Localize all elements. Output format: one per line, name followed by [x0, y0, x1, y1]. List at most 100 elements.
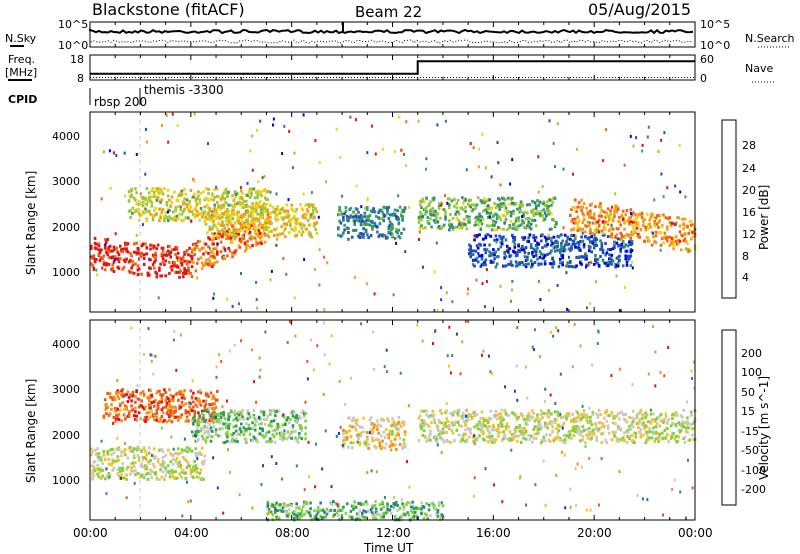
heatmap-cell	[537, 279, 540, 283]
heatmap-cell	[629, 254, 633, 258]
heatmap-cell	[97, 452, 101, 456]
heatmap-cell	[386, 510, 389, 513]
heatmap-cell	[638, 418, 641, 422]
heatmap-cell	[620, 410, 624, 414]
heatmap-cell	[473, 238, 476, 242]
heatmap-cell	[448, 197, 451, 201]
heatmap-cell	[120, 450, 123, 454]
heatmap-cell	[429, 200, 432, 204]
heatmap-cell	[302, 113, 305, 117]
heatmap-cell	[211, 412, 214, 416]
heatmap-cell	[572, 172, 574, 176]
heatmap-cell	[180, 476, 184, 480]
heatmap-cell	[239, 186, 242, 190]
heatmap-cell	[497, 247, 500, 251]
heatmap-cell	[374, 507, 378, 511]
heatmap-cell	[179, 466, 183, 470]
heatmap-cell	[489, 216, 493, 220]
heatmap-cell	[358, 509, 362, 513]
heatmap-cell	[686, 420, 689, 424]
heatmap-cell	[584, 441, 587, 444]
heatmap-cell	[208, 259, 212, 263]
heatmap-cell	[266, 216, 270, 220]
heatmap-cell	[208, 225, 212, 229]
heatmap-cell	[171, 399, 175, 403]
heatmap-cell	[131, 461, 135, 465]
heatmap-cell	[184, 476, 188, 480]
heatmap-cell	[624, 412, 627, 416]
heatmap-cell	[493, 223, 496, 227]
heatmap-cell	[521, 414, 524, 418]
heatmap-cell	[217, 222, 220, 226]
heatmap-cell	[111, 447, 114, 451]
heatmap-cell	[478, 254, 481, 258]
heatmap-cell	[505, 212, 509, 216]
heatmap-cell	[282, 257, 285, 260]
heatmap-cell	[209, 218, 213, 222]
heatmap-cell	[101, 266, 104, 270]
heatmap-cell	[298, 435, 301, 439]
heatmap-cell	[169, 251, 172, 254]
heatmap-cell	[345, 430, 349, 434]
heatmap-cell	[654, 230, 658, 234]
heatmap-cell	[608, 413, 611, 417]
heatmap-cell	[177, 415, 180, 419]
heatmap-cell	[496, 141, 499, 144]
heatmap-cell	[466, 416, 470, 420]
heatmap-cell	[227, 418, 230, 422]
heatmap-cell	[130, 193, 133, 197]
heatmap-cell	[107, 249, 111, 253]
heatmap-cell	[313, 509, 316, 513]
heatmap-cell	[190, 265, 194, 269]
heatmap-cell	[213, 203, 217, 207]
heatmap-cell	[258, 205, 262, 209]
heatmap-cell	[261, 434, 264, 438]
heatmap-cell	[652, 426, 655, 430]
heatmap-cell	[540, 409, 543, 413]
heatmap-cell	[258, 426, 262, 430]
heatmap-cell	[146, 395, 150, 399]
heatmap-cell	[371, 436, 374, 440]
heatmap-cell	[339, 221, 343, 225]
heatmap-cell	[566, 237, 569, 241]
heatmap-cell	[402, 227, 406, 231]
heatmap-cell	[150, 401, 154, 405]
heatmap-cell	[536, 210, 539, 214]
heatmap-cell	[552, 235, 556, 239]
heatmap-cell	[180, 257, 184, 261]
heatmap-cell	[391, 233, 394, 237]
heatmap-cell	[131, 263, 135, 267]
heatmap-cell	[584, 252, 587, 256]
heatmap-cell	[420, 218, 423, 222]
heatmap-cell	[140, 213, 143, 217]
heatmap-cell	[523, 255, 527, 259]
heatmap-cell	[482, 218, 485, 222]
heatmap-cell	[208, 207, 212, 211]
heatmap-cell	[188, 464, 191, 468]
heatmap-cell	[450, 223, 454, 227]
heatmap-cell	[277, 431, 281, 435]
heatmap-cell	[276, 205, 280, 208]
heatmap-cell	[604, 220, 607, 224]
heatmap-cell	[432, 413, 436, 417]
heatmap-cell	[692, 421, 696, 425]
heatmap-cell	[444, 194, 446, 198]
heatmap-cell	[526, 258, 529, 262]
heatmap-cell	[282, 436, 286, 440]
heatmap-cell	[160, 397, 164, 401]
heatmap-cell	[251, 426, 254, 430]
heatmap-cell	[325, 507, 329, 511]
heatmap-cell	[464, 432, 467, 436]
heatmap-cell	[429, 438, 432, 442]
heatmap-cell	[136, 208, 140, 211]
heatmap-cell	[659, 243, 663, 247]
heatmap-cell	[532, 427, 535, 431]
heatmap-cell	[475, 203, 479, 207]
heatmap-cell	[298, 506, 301, 510]
heatmap-cell	[482, 209, 485, 213]
beam-title: Beam 22	[355, 3, 422, 21]
heatmap-cell	[586, 420, 590, 424]
heatmap-cell	[352, 416, 355, 420]
heatmap-cell	[387, 217, 391, 220]
heatmap-cell	[194, 397, 198, 400]
